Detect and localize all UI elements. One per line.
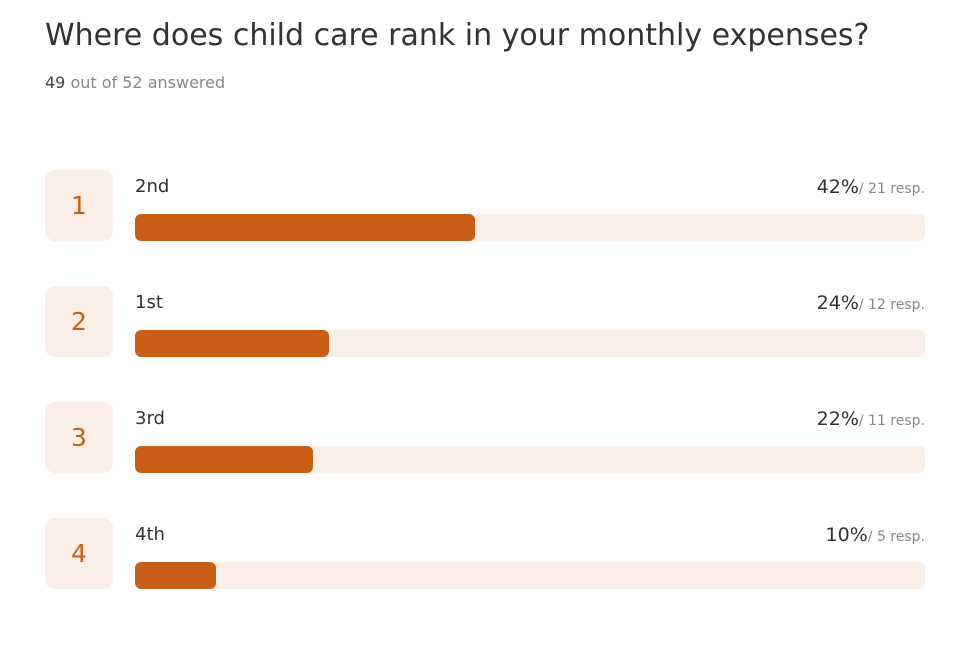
answered-summary: 49 out of 52 answered <box>45 73 225 92</box>
progress-fill <box>135 562 217 589</box>
result-row: 3 3rd 22%/ 11 resp. <box>45 402 925 473</box>
progress-track <box>135 330 925 357</box>
result-row: 4 4th 10%/ 5 resp. <box>45 518 925 589</box>
option-label: 4th <box>135 524 165 545</box>
result-responses: / 11 resp. <box>858 413 925 429</box>
rank-badge: 3 <box>45 402 113 473</box>
progress-track <box>135 446 925 473</box>
option-label: 3rd <box>135 408 165 429</box>
result-row: 1 2nd 42%/ 21 resp. <box>45 170 925 241</box>
result-percent: 10% <box>825 524 868 546</box>
result-stats: 22%/ 11 resp. <box>817 408 925 430</box>
progress-fill <box>135 214 475 241</box>
question-title: Where does child care rank in your month… <box>45 18 870 53</box>
result-responses: / 12 resp. <box>858 297 925 313</box>
progress-track <box>135 214 925 241</box>
progress-track <box>135 562 925 589</box>
result-stats: 24%/ 12 resp. <box>817 292 925 314</box>
progress-fill <box>135 330 330 357</box>
answered-count: 49 <box>45 73 66 92</box>
result-percent: 24% <box>816 292 859 314</box>
result-responses: / 5 resp. <box>867 529 925 545</box>
option-label: 2nd <box>135 176 170 197</box>
rank-badge: 2 <box>45 286 113 357</box>
result-percent: 42% <box>816 176 859 198</box>
option-label: 1st <box>135 292 163 313</box>
answered-suffix: out of 52 answered <box>70 73 226 92</box>
rank-badge: 4 <box>45 518 113 589</box>
results-list: 1 2nd 42%/ 21 resp. 2 1st 24%/ 12 resp. … <box>45 170 925 634</box>
result-percent: 22% <box>816 408 859 430</box>
result-row: 2 1st 24%/ 12 resp. <box>45 286 925 357</box>
result-responses: / 21 resp. <box>858 181 925 197</box>
rank-badge: 1 <box>45 170 113 241</box>
result-stats: 10%/ 5 resp. <box>826 524 925 546</box>
result-stats: 42%/ 21 resp. <box>817 176 925 198</box>
progress-fill <box>135 446 313 473</box>
